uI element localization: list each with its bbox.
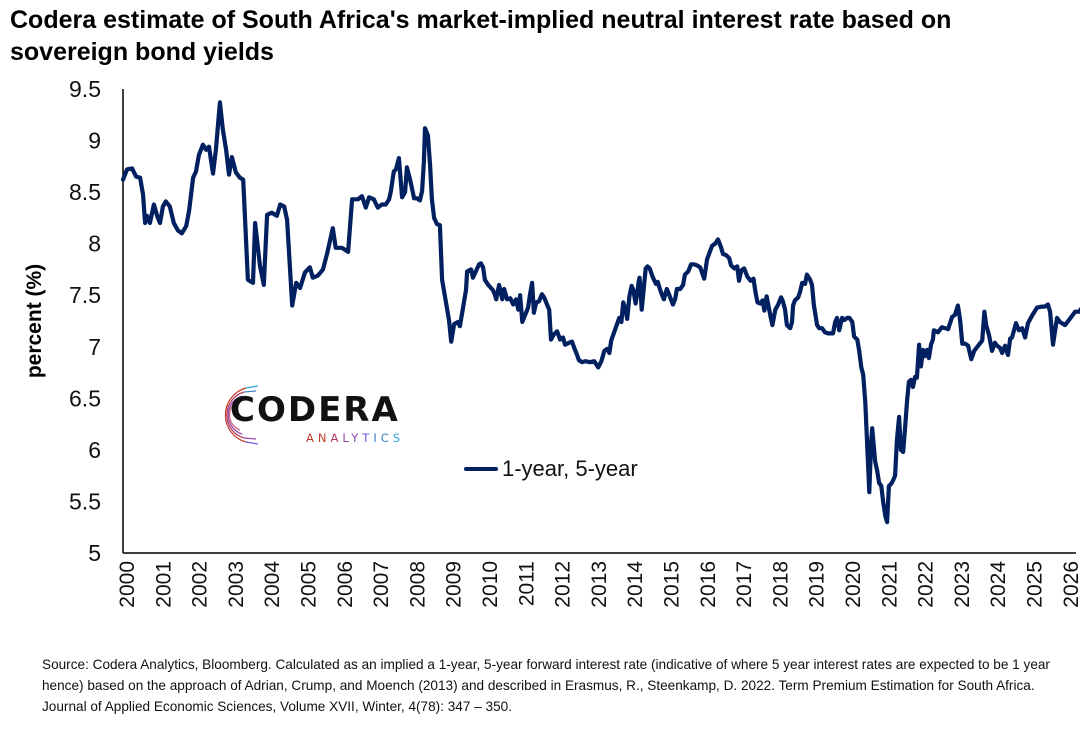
y-tick-label: 9 bbox=[88, 128, 101, 154]
x-tick-labels: 2000 2001 2002 2003 2004 2005 2006 2007 2008 2009… bbox=[116, 561, 1080, 608]
y-axis-label: percent (%) bbox=[23, 264, 46, 378]
x-tick-label: 2003 bbox=[225, 561, 248, 608]
x-tick-label: 2026 bbox=[1060, 561, 1080, 608]
series-layer bbox=[120, 100, 1080, 525]
x-tick-label: 2024 bbox=[987, 561, 1010, 608]
logo-tagline-letter: N bbox=[317, 431, 331, 445]
x-tick-label: 2006 bbox=[334, 561, 357, 608]
logo-tagline-letter: S bbox=[392, 431, 405, 445]
y-tick-label: 8 bbox=[88, 231, 101, 257]
y-tick-label: 9.5 bbox=[69, 76, 101, 102]
x-tick-label: 2005 bbox=[298, 561, 321, 608]
y-tick-labels: 5 5.5 6 6.5 7 7.5 8 8.5 9 9.5 bbox=[69, 76, 101, 566]
y-tick-label: 5 bbox=[88, 540, 101, 566]
legend: 1-year, 5-year bbox=[464, 456, 638, 482]
logo-wordmark: CODERA bbox=[230, 390, 400, 430]
x-tick-label: 2019 bbox=[806, 561, 829, 608]
logo-tagline-letter: Y bbox=[351, 431, 363, 445]
x-tick-label: 2007 bbox=[370, 561, 393, 608]
logo-tagline: ANALYTICS bbox=[306, 431, 404, 445]
logo-tagline-letter: A bbox=[330, 431, 343, 445]
source-note: Source: Codera Analytics, Bloomberg. Cal… bbox=[42, 657, 1050, 714]
logo-tagline-letter: L bbox=[342, 431, 352, 445]
logo-tagline-letter: C bbox=[380, 431, 393, 445]
logo-tagline-letter: I bbox=[373, 431, 381, 445]
x-tick-label: 2022 bbox=[915, 561, 938, 608]
x-tick-label: 2010 bbox=[479, 561, 502, 608]
x-tick-label: 2009 bbox=[443, 561, 466, 608]
axes bbox=[122, 89, 1076, 554]
x-tick-label: 2014 bbox=[624, 561, 647, 608]
x-tick-label: 2023 bbox=[951, 561, 974, 608]
x-tick-label: 2001 bbox=[152, 561, 175, 608]
x-tick-label: 2011 bbox=[515, 561, 538, 606]
y-tick-label: 7 bbox=[88, 334, 101, 360]
y-tick-label: 8.5 bbox=[69, 179, 101, 205]
logo-tagline-letter: A bbox=[306, 431, 318, 445]
x-tick-label: 2015 bbox=[661, 561, 684, 608]
x-tick-label: 2004 bbox=[261, 561, 284, 608]
x-tick-label: 2012 bbox=[552, 561, 575, 608]
x-tick-label: 2013 bbox=[588, 561, 611, 608]
x-tick-label: 2000 bbox=[116, 561, 139, 608]
y-tick-label: 7.5 bbox=[69, 282, 101, 308]
x-tick-label: 2018 bbox=[769, 561, 792, 608]
x-tick-label: 2020 bbox=[842, 561, 865, 608]
series-line-0 bbox=[120, 100, 1080, 525]
chart-title: Codera estimate of South Africa's market… bbox=[10, 6, 952, 66]
logo-circuit-icon bbox=[224, 385, 259, 445]
logo-tagline-letter: T bbox=[362, 431, 374, 445]
x-tick-label: 2008 bbox=[406, 561, 429, 608]
x-tick-label: 2025 bbox=[1024, 561, 1047, 608]
codera-logo: CODERA ANALYTICS bbox=[206, 382, 416, 448]
y-tick-label: 5.5 bbox=[69, 488, 101, 514]
x-tick-label: 2002 bbox=[189, 561, 212, 608]
y-tick-label: 6 bbox=[88, 437, 101, 463]
y-tick-label: 6.5 bbox=[69, 385, 101, 411]
x-tick-label: 2016 bbox=[697, 561, 720, 608]
legend-label: 1-year, 5-year bbox=[502, 456, 638, 481]
x-tick-label: 2021 bbox=[878, 561, 901, 608]
legend-swatch bbox=[464, 467, 498, 471]
x-tick-label: 2017 bbox=[733, 561, 756, 608]
